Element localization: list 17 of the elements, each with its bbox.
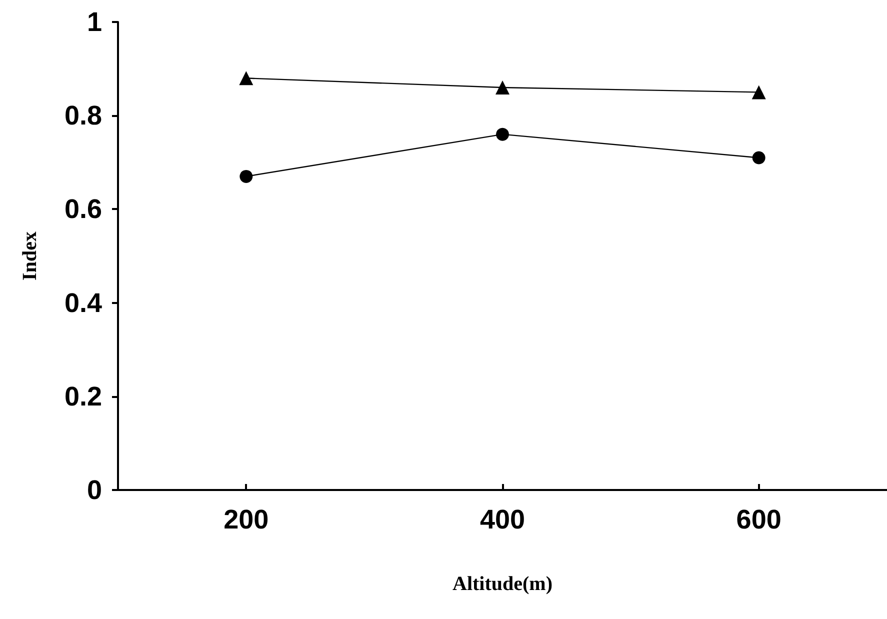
y-tick-label: 0.4 [64,288,102,318]
point [752,151,766,164]
x-tick-label: 400 [480,504,526,534]
y-tick-label: 0 [86,475,102,505]
point [239,71,254,86]
x-tick-label: 600 [736,504,782,534]
y-tick-label: 0.8 [64,100,102,131]
point [496,128,509,141]
y-axis-title: Index [19,232,41,280]
y-tick-label: 0.2 [64,381,102,412]
y-tick-label: 1 [86,7,102,37]
x-tick-label: 200 [224,504,269,534]
y-tick-label: 0.6 [64,194,102,224]
point [752,85,766,100]
point [496,80,510,95]
x-axis-title: Altitude(m) [452,573,552,595]
point [240,170,253,183]
